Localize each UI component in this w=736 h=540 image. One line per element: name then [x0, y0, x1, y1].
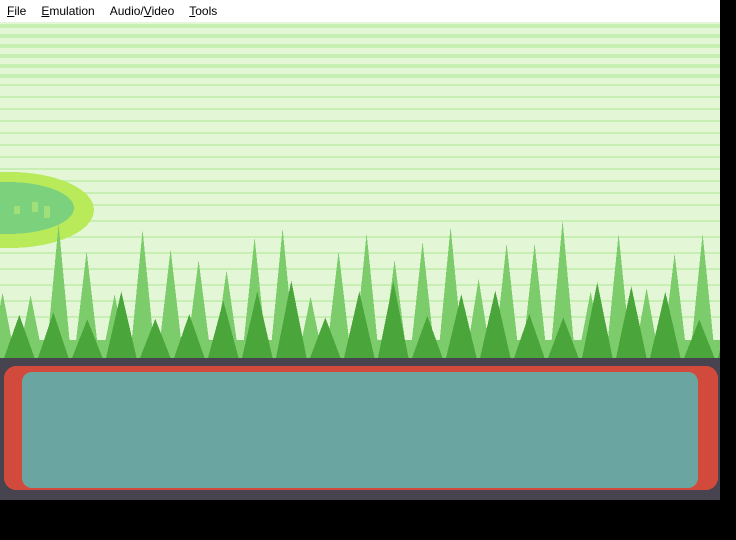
menu-tools[interactable]: Tools	[182, 0, 225, 22]
grass-blade	[174, 314, 205, 358]
grass-blade	[480, 290, 511, 358]
menu-tools-label-post: ools	[195, 4, 218, 18]
grass-blade	[38, 312, 69, 358]
grass-blade	[412, 315, 443, 358]
grass-blade	[718, 349, 720, 358]
sky-stripes	[0, 24, 720, 318]
grass-blade	[4, 314, 35, 358]
menu-emulation-label-post: mulation	[49, 4, 95, 18]
grass-blade	[446, 294, 477, 358]
window-right-margin	[720, 0, 736, 540]
sky-stripe	[0, 44, 720, 48]
sky-stripe	[0, 64, 720, 68]
grass-blade	[550, 220, 576, 358]
sky-stripe	[0, 144, 720, 146]
sky-stripe	[0, 54, 720, 58]
menu-file-mnemonic: F	[7, 4, 15, 18]
sky-stripe	[0, 132, 720, 134]
tall-grass-front	[4, 280, 720, 358]
sky-stripe	[0, 192, 720, 194]
grass-blade	[582, 282, 613, 358]
sky-stripe	[0, 268, 720, 270]
game-screen[interactable]	[0, 22, 720, 500]
window-bottom-margin	[0, 500, 736, 540]
sky-stripe	[0, 252, 720, 254]
battle-scene	[0, 22, 720, 500]
grass-blade	[208, 300, 239, 358]
sky-stripe	[0, 96, 720, 98]
grass-blade	[106, 291, 137, 358]
menu-emulation[interactable]: Emulation	[34, 0, 102, 22]
text-box	[0, 358, 720, 500]
grass-blade	[276, 280, 307, 358]
sky-stripe	[0, 284, 720, 286]
grass-blade	[378, 281, 409, 358]
menu-file-label-post: ile	[14, 4, 27, 18]
grass-blade	[72, 319, 103, 358]
grass-blade	[74, 251, 100, 358]
sky-stripe	[0, 74, 720, 78]
sky-stripe	[0, 180, 720, 182]
text-box-fill	[22, 372, 698, 488]
platform-highlight	[44, 206, 50, 218]
sky-stripe	[0, 168, 720, 170]
platform-highlight	[14, 206, 20, 214]
grass-blade	[616, 286, 647, 358]
menu-tools-mnemonic: T	[189, 4, 196, 18]
menu-audio-video-label-pre: Audio/	[109, 4, 144, 18]
battle-platform	[0, 172, 94, 248]
grass-blade	[310, 317, 341, 358]
sky-stripe	[0, 24, 720, 28]
sky-stripe	[0, 108, 720, 110]
grass-blade	[326, 251, 352, 358]
menu-audio-video-mnemonic: V	[143, 4, 152, 18]
sky-stripe	[0, 236, 720, 238]
grass-blade	[548, 317, 579, 358]
sky-stripe	[0, 220, 720, 222]
grass-blade	[130, 229, 156, 358]
grass-blade	[650, 291, 681, 358]
grass-blade	[140, 318, 171, 358]
menu-emulation-mnemonic: E	[41, 4, 50, 18]
grass-blade	[690, 233, 716, 358]
grass-blade	[684, 319, 715, 358]
sky-stripe	[0, 120, 720, 122]
menu-audio-video[interactable]: Audio/Video	[103, 0, 183, 22]
sky-stripe	[0, 34, 720, 38]
platform-highlight	[32, 202, 38, 212]
grass-blade	[514, 313, 545, 358]
sky-stripe	[0, 84, 720, 86]
menu-bar: File Emulation Audio/Video Tools	[0, 0, 720, 22]
menu-audio-video-label-post: ideo	[151, 4, 175, 18]
grass-blade	[242, 291, 273, 358]
menu-file[interactable]: File	[0, 0, 34, 22]
sky-stripe	[0, 204, 720, 206]
grass-blade	[158, 249, 184, 358]
grass-blade	[344, 291, 375, 358]
sky-stripe	[0, 156, 720, 158]
